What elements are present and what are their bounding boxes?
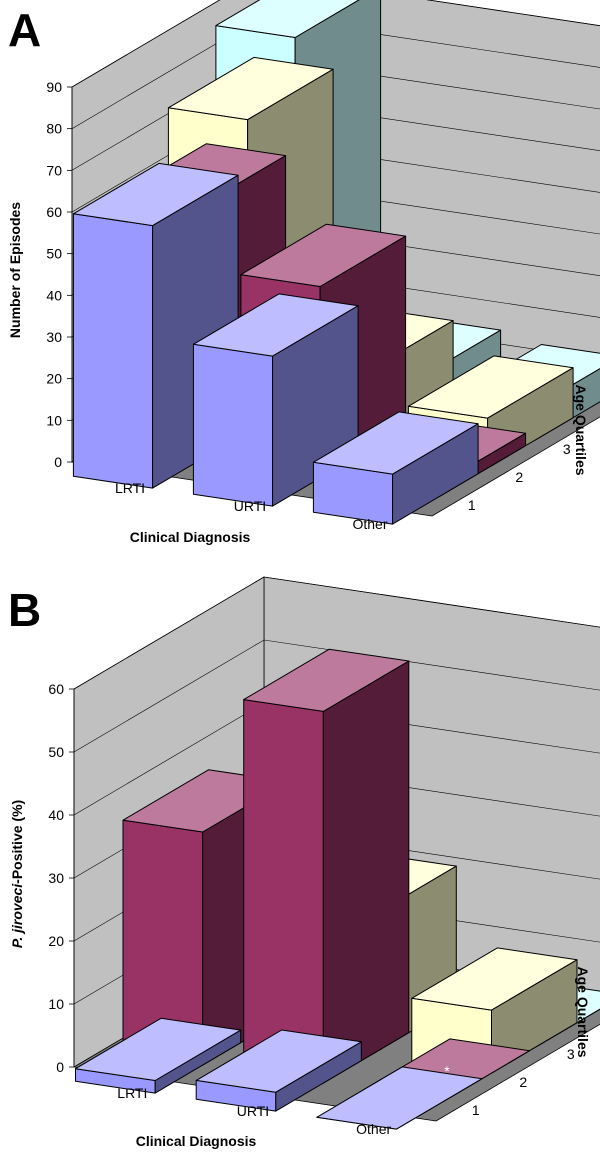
y-tick-label: 0 (54, 454, 62, 470)
x-category-label: URTI (237, 1103, 269, 1119)
y-tick-label: 60 (46, 204, 62, 220)
bar-lrti-q1-front (72, 213, 154, 489)
y-tick-label: 40 (48, 807, 64, 823)
y-tick-label: 30 (48, 870, 64, 886)
bar-lrti-q1-top (75, 1017, 242, 1081)
y-axis-title-italic: P. jiroveci (9, 883, 25, 948)
x-category-label: URTI (234, 498, 266, 514)
x-category-label: Other (352, 516, 387, 532)
y-tick-label: 60 (48, 681, 64, 697)
panel-label: B (8, 584, 41, 636)
y-tick-label: 20 (48, 933, 64, 949)
y-axis-title: P. jiroveci-Positive (%) (9, 800, 25, 948)
bar-other-q1 (316, 1066, 483, 1130)
y-tick-label: 30 (46, 329, 62, 345)
bar-other-q3-top (407, 355, 574, 419)
y-axis-title-rest: -Positive (%) (9, 800, 25, 884)
y-tick-label: 10 (48, 996, 64, 1012)
depth-tick-label: 3 (563, 441, 571, 457)
bar-urti-q2 (243, 648, 410, 1084)
y-tick-label: 50 (46, 246, 62, 262)
y-axis-title: Number of Episodes (7, 202, 23, 338)
depth-tick-label: 3 (567, 1046, 575, 1062)
depth-tick-label: 2 (515, 469, 523, 485)
bar-lrti-q3-top (167, 56, 334, 121)
panel-label: A (8, 4, 41, 56)
x-category-label: LRTI (117, 1085, 147, 1101)
x-category-label: Other (356, 1121, 391, 1137)
bar-urti-q2-front (243, 699, 324, 1084)
x-axis-title: Clinical Diagnosis (130, 529, 251, 545)
y-tick-label: 50 (48, 744, 64, 760)
bar-other-q1 (312, 411, 479, 525)
gridline (73, 639, 600, 753)
bar-other-q1-top (316, 1066, 483, 1130)
y-tick-label: 90 (46, 79, 62, 95)
panel-b-chart: 0102030405060*LRTIURTIOther1234BClinical… (8, 576, 600, 1149)
gridline (73, 576, 600, 690)
y-tick-label: 70 (46, 162, 62, 178)
bar-urti-q1 (192, 293, 359, 507)
depth-tick-label: 2 (519, 1074, 527, 1090)
x-axis-title: Clinical Diagnosis (136, 1133, 257, 1149)
depth-tick-label: 1 (468, 497, 476, 513)
annotation-star: * (444, 1063, 450, 1079)
bar-urti-q2-side (322, 660, 410, 1084)
bar-other-q1-top (312, 411, 479, 475)
bar-lrti-q1-top (72, 162, 239, 227)
y-tick-label: 20 (46, 371, 62, 387)
bar-urti-q1-top (195, 1029, 362, 1093)
bar-other-q3-top (411, 947, 578, 1011)
y-tick-label: 0 (56, 1059, 64, 1075)
y-tick-label: 40 (46, 287, 62, 303)
depth-axis-title: Age Quartiles (575, 966, 591, 1057)
depth-tick-label: 1 (472, 1102, 480, 1118)
bar-urti-q2-top (243, 648, 410, 712)
depth-axis-title: Age Quartiles (573, 384, 589, 475)
bar-urti-q2-top (240, 223, 407, 287)
bar-urti-q1-top (192, 293, 359, 357)
x-category-label: LRTI (115, 480, 145, 496)
y-tick-label: 80 (46, 121, 62, 137)
y-tick-label: 10 (46, 412, 62, 428)
bar-lrti-q1 (75, 1017, 242, 1094)
gridline (71, 0, 600, 88)
bar-urti-q1 (195, 1029, 362, 1112)
panel-a-chart: 0102030405060708090LRTIURTIOther1234ACli… (7, 0, 600, 545)
bar-lrti-q4-top (215, 0, 360, 38)
bar-urti-q1-front (192, 343, 274, 507)
